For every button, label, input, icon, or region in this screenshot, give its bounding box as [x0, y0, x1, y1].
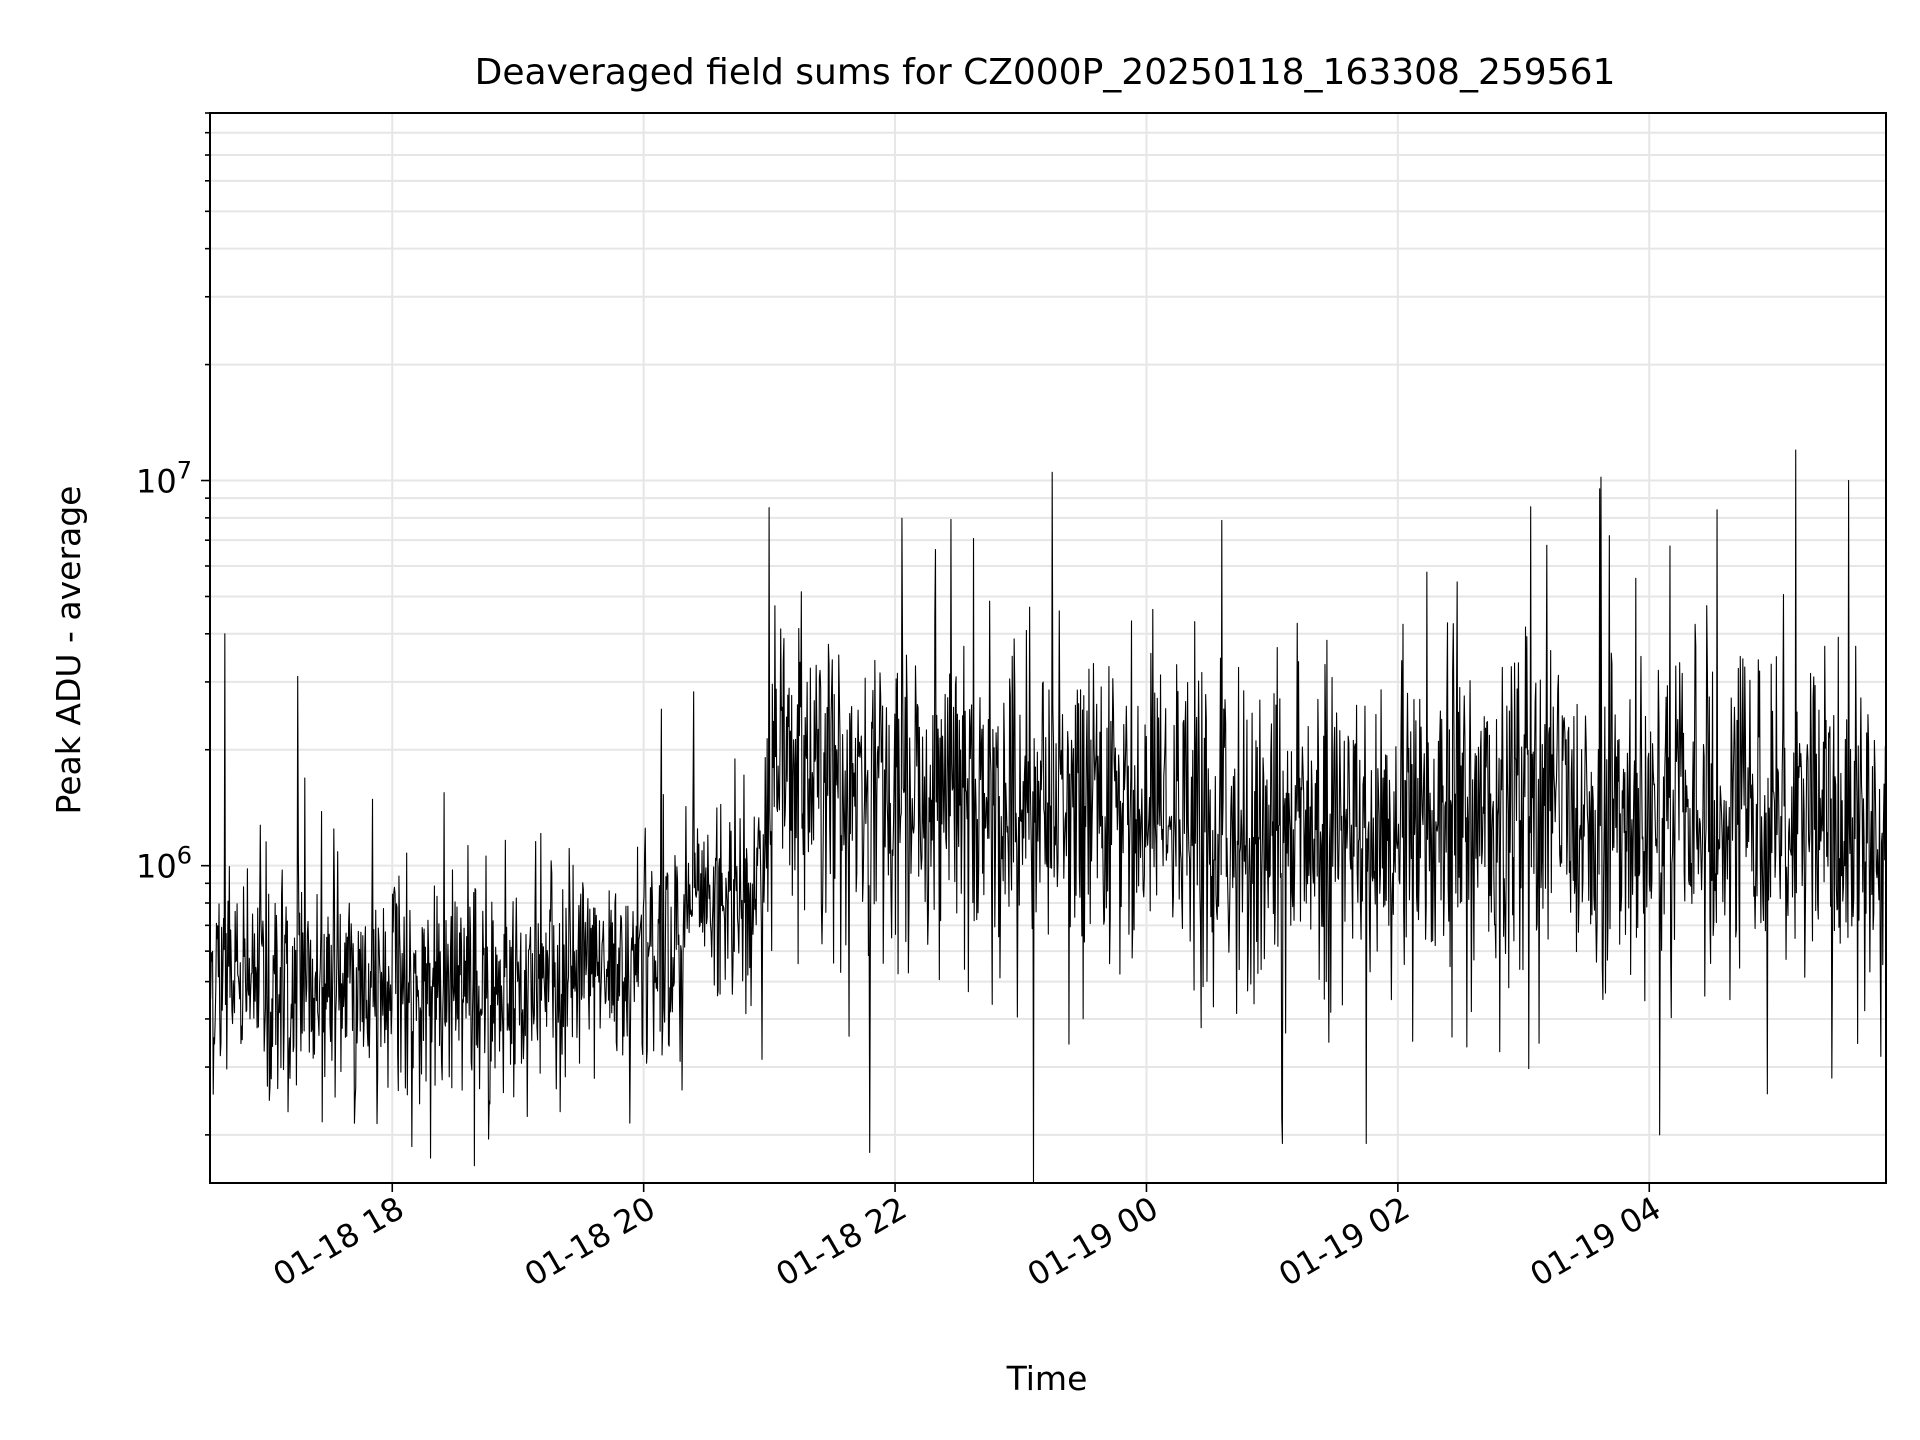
plot-area	[209, 449, 1887, 1184]
chart-title: Deaveraged field sums for CZ000P_2025011…	[475, 52, 1616, 93]
x-axis-label: Time	[1006, 1359, 1088, 1398]
y-axis-label: Peak ADU - average	[49, 486, 88, 815]
axes-frame	[209, 112, 1887, 1184]
y-tick-label: 106	[136, 842, 192, 886]
data-series-line	[209, 449, 1887, 1184]
y-tick-label: 107	[136, 457, 192, 501]
